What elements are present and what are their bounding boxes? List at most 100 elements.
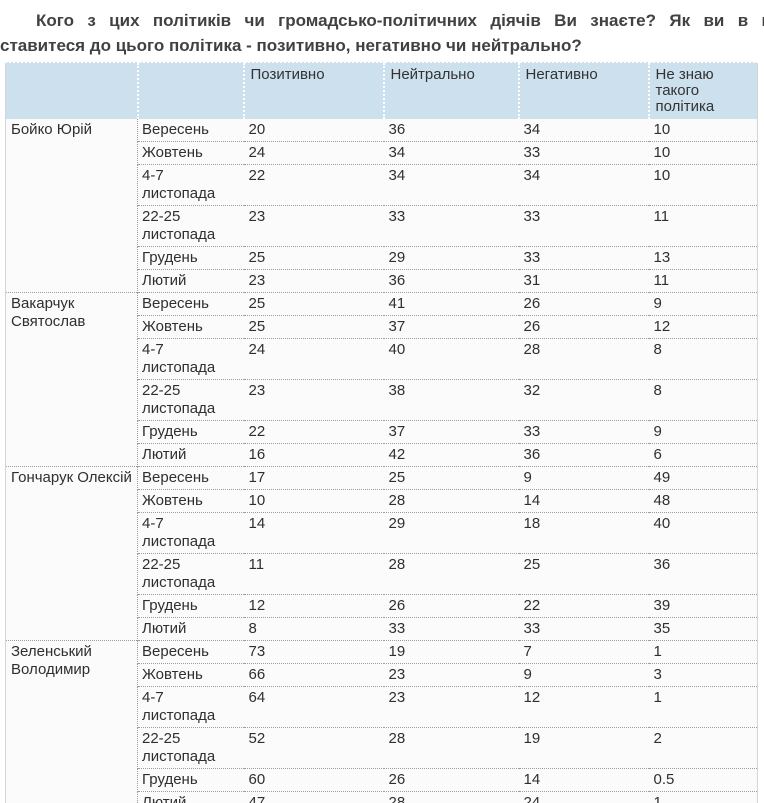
- table-row: Грудень 12 26 22 39: [6, 594, 758, 618]
- value-cell: 28: [518, 338, 649, 380]
- politician-name: Зеленський Володимир: [5, 640, 138, 803]
- value-cell: 33: [518, 141, 649, 165]
- value-cell: 6: [648, 443, 758, 467]
- value-cell: 25: [243, 315, 384, 339]
- value-cell: 7: [518, 640, 649, 664]
- table-row: Лютий 23 36 31 11: [6, 269, 758, 293]
- value-cell: 37: [383, 420, 519, 444]
- table-row: 22-25 листопада 52 28 19 2: [6, 727, 758, 769]
- period-label: Грудень: [137, 420, 244, 444]
- header-politician: [5, 61, 138, 119]
- period-label: Грудень: [137, 594, 244, 618]
- value-cell: 3: [648, 663, 758, 687]
- value-cell: 1: [648, 791, 758, 803]
- value-cell: 25: [383, 466, 519, 490]
- header-negative: Негативно: [517, 61, 649, 119]
- period-label: Вересень: [137, 640, 244, 664]
- table-row: Гончарук Олексій Вересень 17 25 9 49: [5, 466, 758, 641]
- value-cell: 24: [243, 141, 384, 165]
- period-label: Жовтень: [137, 315, 244, 339]
- value-cell: 11: [243, 553, 384, 595]
- value-cell: 66: [243, 663, 384, 687]
- value-cell: 36: [383, 269, 519, 293]
- period-label: Вересень: [137, 466, 244, 490]
- value-cell: 34: [518, 164, 649, 206]
- value-cell: 37: [383, 315, 519, 339]
- period-label: Жовтень: [137, 489, 244, 513]
- value-cell: 1: [648, 640, 758, 664]
- value-cell: 1: [648, 686, 758, 728]
- value-cell: 24: [243, 338, 384, 380]
- table-row: Лютий 8 33 33 35: [6, 617, 758, 641]
- value-cell: 25: [518, 553, 649, 595]
- value-cell: 8: [648, 338, 758, 380]
- poll-table-header: Позитивно Нейтрально Негативно Не знаю т…: [5, 61, 758, 119]
- value-cell: 31: [518, 269, 649, 293]
- period-label: 4-7 листопада: [137, 164, 244, 206]
- header-row: Позитивно Нейтрально Негативно Не знаю т…: [5, 61, 758, 119]
- table-row: Лютий 47 28 24 1: [6, 791, 758, 803]
- period-label: Лютий: [137, 443, 244, 467]
- value-cell: 14: [518, 489, 649, 513]
- period-label: Грудень: [137, 768, 244, 792]
- value-cell: 73: [243, 640, 384, 664]
- table-row: 4-7 листопада 64 23 12 1: [6, 686, 758, 728]
- value-cell: 23: [243, 269, 384, 293]
- table-row: Бойко Юрій Вересень 20 36 34 10: [5, 119, 758, 293]
- value-cell: 26: [383, 768, 519, 792]
- table-row: Жовтень 24 34 33 10: [6, 141, 758, 165]
- table-row: 22-25 листопада 23 38 32 8: [6, 379, 758, 421]
- period-label: Грудень: [137, 246, 244, 270]
- value-cell: 42: [383, 443, 519, 467]
- table-row: Вакарчук Святослав Вересень 25 41 26 9: [5, 292, 758, 467]
- politician-name: Гончарук Олексій: [5, 466, 138, 641]
- value-cell: 12: [648, 315, 758, 339]
- survey-question-line1: Кого з цих політиків чи громадсько-політ…: [36, 11, 764, 30]
- value-cell: 41: [383, 292, 519, 316]
- value-cell: 19: [518, 727, 649, 769]
- value-cell: 22: [243, 164, 384, 206]
- table-row: 22-25 листопада 23 33 33 11: [6, 205, 758, 247]
- value-cell: 36: [383, 119, 519, 142]
- value-cell: 64: [243, 686, 384, 728]
- politician-name: Бойко Юрій: [5, 119, 138, 293]
- value-cell: 39: [648, 594, 758, 618]
- value-cell: 23: [243, 379, 384, 421]
- table-row: Жовтень 25 37 26 12: [6, 315, 758, 339]
- table-row: Грудень 60 26 14 0.5: [6, 768, 758, 792]
- value-cell: 22: [518, 594, 649, 618]
- value-cell: 34: [383, 164, 519, 206]
- value-cell: 36: [518, 443, 649, 467]
- value-cell: 32: [518, 379, 649, 421]
- value-cell: 34: [383, 141, 519, 165]
- period-label: 22-25 листопада: [137, 727, 244, 769]
- table-row: Грудень 25 29 33 13: [6, 246, 758, 270]
- value-cell: 18: [518, 512, 649, 554]
- value-cell: 26: [518, 292, 649, 316]
- value-cell: 52: [243, 727, 384, 769]
- table-row: Лютий 16 42 36 6: [6, 443, 758, 467]
- value-cell: 0.5: [648, 768, 758, 792]
- value-cell: 33: [383, 205, 519, 247]
- value-cell: 9: [648, 292, 758, 316]
- period-label: 4-7 листопада: [137, 686, 244, 728]
- value-cell: 11: [648, 269, 758, 293]
- value-cell: 23: [383, 663, 519, 687]
- value-cell: 33: [518, 205, 649, 247]
- value-cell: 8: [243, 617, 384, 641]
- value-cell: 47: [243, 791, 384, 803]
- value-cell: 33: [518, 617, 649, 641]
- value-cell: 22: [243, 420, 384, 444]
- value-cell: 9: [648, 420, 758, 444]
- value-cell: 10: [648, 141, 758, 165]
- period-label: 22-25 листопада: [137, 379, 244, 421]
- value-cell: 23: [383, 686, 519, 728]
- value-cell: 24: [518, 791, 649, 803]
- table-row: 4-7 листопада 24 40 28 8: [6, 338, 758, 380]
- value-cell: 28: [383, 489, 519, 513]
- value-cell: 10: [243, 489, 384, 513]
- value-cell: 29: [383, 512, 519, 554]
- table-row: Жовтень 66 23 9 3: [6, 663, 758, 687]
- period-label: 22-25 листопада: [137, 205, 244, 247]
- header-neutral: Нейтрально: [382, 61, 519, 119]
